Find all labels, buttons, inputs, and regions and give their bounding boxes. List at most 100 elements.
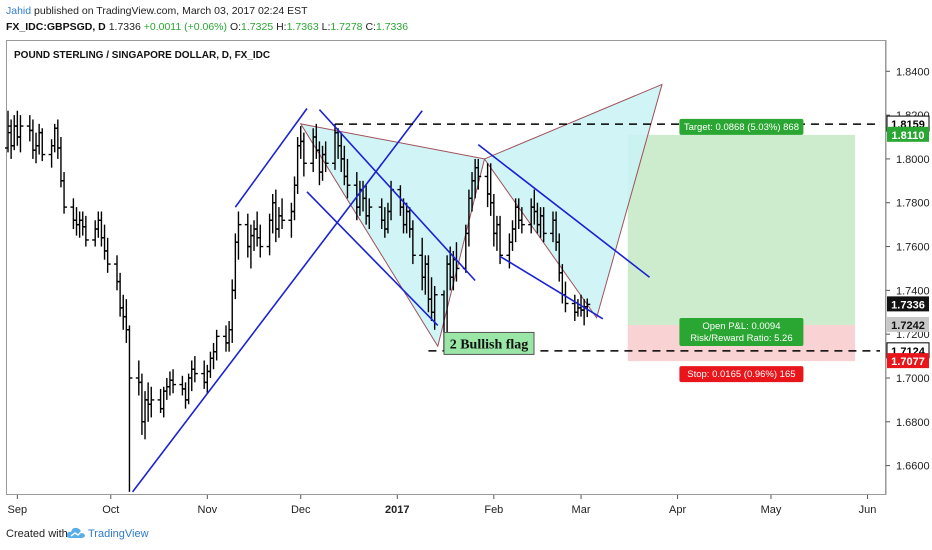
y-tick-label: 1.7200 — [896, 329, 930, 341]
target-badge: Target: 0.0868 (5.03%) 868 — [679, 118, 804, 135]
close-value: 1.7336 — [375, 21, 409, 33]
ohlc-bar — [251, 220, 258, 251]
ohlc-bar — [235, 211, 242, 260]
tradingview-brand[interactable]: TradingView — [88, 528, 149, 540]
ohlc-bar — [226, 321, 233, 352]
ohlc-bar — [101, 224, 108, 260]
ohlc-bar — [204, 364, 211, 394]
ohlc-bar — [142, 391, 149, 440]
ohlc-bar — [54, 119, 61, 159]
ohlc-bar — [490, 193, 497, 247]
uptrend-line — [234, 108, 308, 208]
ohlc-bar — [123, 299, 130, 343]
y-tick-label: 1.6600 — [896, 461, 930, 473]
ohlc-bar — [232, 233, 239, 300]
open-label: O: — [229, 21, 242, 33]
y-tick-label: 1.7000 — [896, 373, 930, 385]
author-link[interactable]: Jahid — [6, 5, 32, 17]
footer: Created with TradingView — [0, 522, 932, 550]
tradingview-cloud-icon — [66, 526, 86, 543]
y-tick-label: 1.6800 — [896, 417, 930, 429]
ohlc-bar — [229, 279, 236, 343]
ohlc-bar — [223, 325, 229, 352]
price-axis-tag-label: 1.7336 — [891, 299, 925, 311]
x-tick-label: May — [761, 504, 782, 516]
annotation-text: 2 Bullish flag — [450, 337, 529, 352]
ohlc-bar — [33, 132, 40, 164]
x-tick-label: Mar — [572, 504, 591, 516]
ohlc-bar — [14, 110, 21, 146]
price-axis-tag — [887, 353, 929, 369]
ohlc-bar — [163, 377, 170, 400]
x-tick-label: Dec — [291, 504, 311, 516]
ohlc-bar — [509, 220, 516, 251]
ohlc-bar — [95, 211, 102, 238]
ohlc-bar — [79, 211, 86, 236]
y-tick-label: 1.7600 — [896, 242, 930, 254]
ohlc-bar — [148, 386, 155, 418]
ohlc-bar — [5, 110, 11, 153]
ohlc-bar — [82, 215, 89, 247]
open-value: 1.7325 — [241, 21, 274, 33]
ohlc-bar — [179, 375, 186, 396]
price-axis-tag-label: 1.7077 — [891, 356, 925, 368]
price-chart[interactable]: 1.6600 1.6800 1.7000 1.7200 1.7400 1.7600 1.78… — [0, 0, 932, 522]
price-axis-tag-label: 1.8110 — [891, 130, 924, 142]
annotation-box — [443, 331, 535, 355]
ohlc-bar — [269, 193, 276, 234]
ohlc-bar — [182, 382, 189, 409]
uptrend-line — [131, 110, 423, 493]
price-axis-tag — [887, 296, 929, 312]
stop-badge: Stop: 0.0165 (0.96%) 165 — [679, 366, 804, 383]
ohlc-bar — [201, 360, 208, 389]
ohlc-bar — [157, 388, 164, 414]
x-tick-label: Apr — [669, 504, 686, 516]
harmonic-pattern-triangle — [299, 123, 486, 348]
ohlc-bar — [188, 360, 195, 392]
ohlc-bar — [300, 132, 307, 177]
price-axis-tag-label: 1.7242 — [891, 320, 925, 332]
ohlc-bar — [191, 356, 198, 383]
svg-text:Risk/Reward Ratio: 5.26: Risk/Reward Ratio: 5.26 — [690, 333, 792, 344]
x-tick-label: Feb — [484, 504, 503, 516]
ohlc-bar — [288, 202, 295, 238]
ohlc-bar — [70, 198, 77, 230]
ohlc-bar — [11, 115, 18, 151]
low-label: L: — [321, 21, 331, 33]
last-price: 1.7336 — [108, 21, 141, 33]
ohlc-bar — [61, 172, 68, 214]
ohlc-bar — [29, 119, 36, 159]
high-value: 1.7363 — [286, 21, 319, 33]
chart-title: POUND STERLING / SINGAPORE DOLLAR, D, FX… — [14, 50, 271, 61]
y-tick-label: 1.7800 — [896, 198, 930, 210]
ohlc-bar — [244, 213, 251, 258]
ohlc-bar — [120, 294, 127, 330]
ohlc-bar — [257, 224, 264, 258]
price-axis-tag — [887, 316, 929, 332]
harmonic-pattern-triangle — [483, 83, 663, 319]
ohlc-bar — [247, 224, 254, 269]
ohlc-bar — [98, 211, 105, 247]
x-tick-label: Sep — [8, 504, 28, 516]
flag-channel-line — [477, 144, 651, 278]
flag-channel-line — [318, 109, 476, 282]
x-tick-label: Nov — [198, 504, 218, 516]
close-label: C: — [365, 21, 376, 33]
ohlc-bar — [117, 272, 124, 317]
ohlc-bar — [213, 329, 220, 361]
ohlc-bar — [39, 128, 46, 162]
y-tick-label: 1.7400 — [896, 285, 930, 297]
symbol-label: FX_IDC:GBPSGD, D — [6, 21, 106, 33]
flag-channel-line — [499, 255, 604, 320]
ohlc-bar — [584, 298, 591, 318]
ohlc-bar — [366, 198, 373, 230]
svg-text:Target: 0.0868 (5.03%) 868: Target: 0.0868 (5.03%) 868 — [684, 122, 799, 133]
ohlc-bar — [36, 123, 43, 155]
ohlc-bar — [484, 163, 491, 208]
ohlc-bar — [272, 189, 279, 243]
chart-header: Jahid published on TradingView.com, Marc… — [0, 0, 932, 40]
ohlc-bar — [540, 207, 547, 243]
ohlc-bar — [17, 115, 24, 153]
price-change: +0.0011 (+0.06%) — [143, 21, 228, 33]
